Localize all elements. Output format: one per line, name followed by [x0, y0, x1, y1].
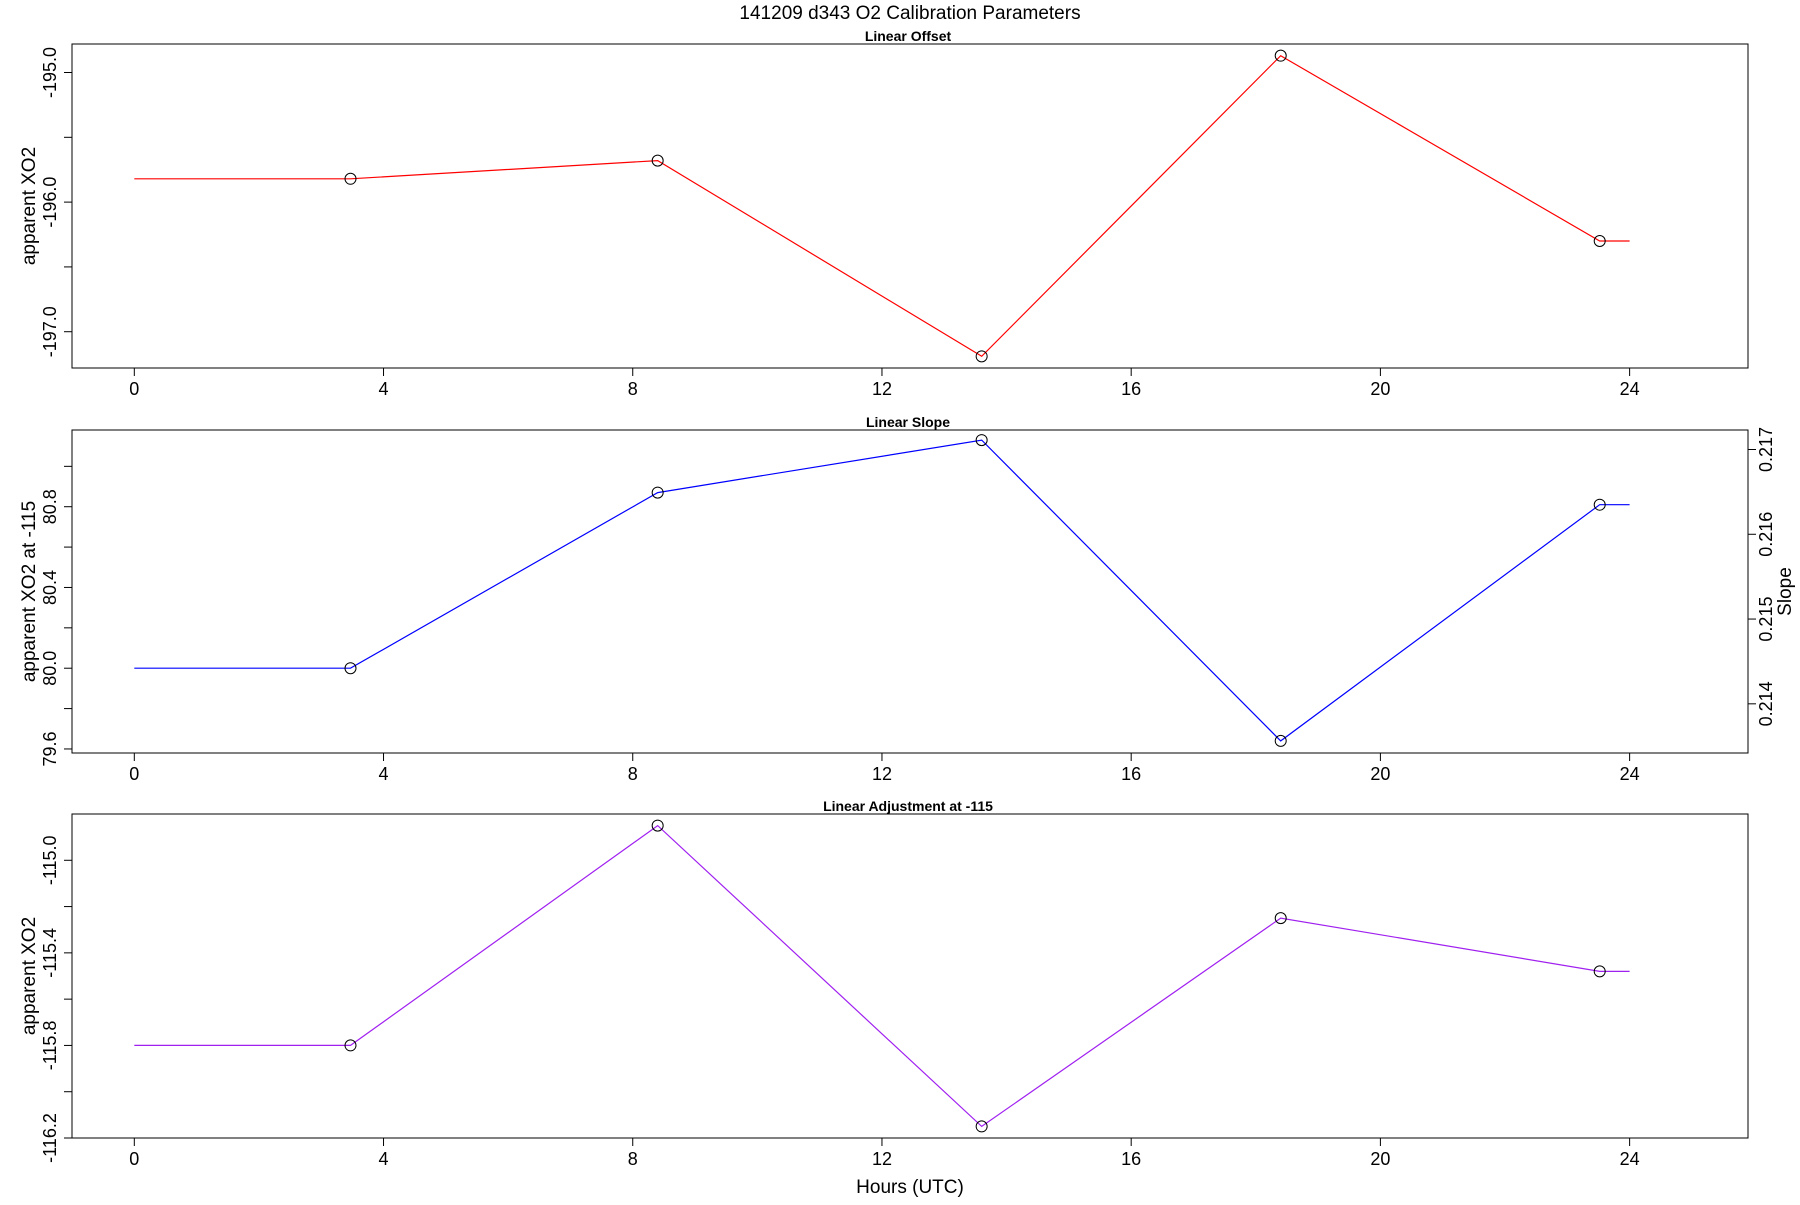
- linear-offset-x-tick-label: 0: [129, 379, 139, 399]
- linear-slope-x-tick-label: 20: [1370, 764, 1390, 784]
- linear-adjustment-at-115-x-tick-label: 20: [1370, 1149, 1390, 1169]
- linear-slope-y-tick-label: 80.4: [40, 570, 60, 605]
- linear-offset-data-point: [651, 154, 664, 167]
- linear-slope-title: Linear Slope: [866, 414, 950, 430]
- linear-slope-x-tick-label: 8: [628, 764, 638, 784]
- linear-offset-title: Linear Offset: [865, 28, 952, 44]
- panel-linear-offset: Linear Offset 0 4 8 12 16 20 24 -197.0 -196.0 -195…: [19, 28, 1749, 399]
- linear-slope-y-axis-label: apparent XO2 at -115: [19, 501, 40, 682]
- panel-linear-adjustment-at-115: Linear Adjustment at -115 0 4 8 12 16 20 24 -116…: [19, 798, 1749, 1169]
- linear-adjustment-at-115-y-tick-label: -115.4: [40, 928, 60, 978]
- linear-slope-series-line: [134, 439, 1630, 742]
- linear-adjustment-at-115-x-tick-label: 12: [872, 1149, 892, 1169]
- linear-slope-plot-frame: [71, 429, 1749, 754]
- linear-slope-data-point: [975, 434, 988, 447]
- linear-offset-x-tick-label: 20: [1370, 379, 1390, 399]
- linear-slope-x-tick-label: 24: [1620, 764, 1640, 784]
- linear-adjustment-at-115-title: Linear Adjustment at -115: [823, 798, 993, 814]
- chart-panels: Linear Offset 0 4 8 12 16 20 24 -197.0 -196.0 -195…: [19, 28, 1796, 1169]
- linear-slope-data-point: [1593, 498, 1606, 511]
- linear-offset-x-tick-label: 16: [1121, 379, 1141, 399]
- linear-adjustment-at-115-y-tick-label: -115.0: [40, 835, 60, 885]
- linear-offset-data-point: [1593, 234, 1606, 247]
- linear-adjustment-at-115-data-point: [651, 819, 664, 832]
- linear-adjustment-at-115-y-tick-label: -115.8: [40, 1021, 60, 1071]
- linear-adjustment-at-115-data-point: [1593, 965, 1606, 978]
- linear-offset-data-point: [1274, 49, 1287, 62]
- linear-slope-right-tick-label: 0.217: [1756, 427, 1776, 472]
- linear-offset-y-axis-label: apparent XO2: [19, 147, 40, 265]
- linear-offset-x-tick-label: 12: [872, 379, 892, 399]
- linear-adjustment-at-115-x-tick-label: 24: [1620, 1149, 1640, 1169]
- linear-slope-x-tick-label: 12: [872, 764, 892, 784]
- linear-slope-data-point: [651, 486, 664, 499]
- linear-slope-x-tick-label: 16: [1121, 764, 1141, 784]
- linear-slope-right-tick-label: 0.215: [1756, 597, 1776, 642]
- linear-slope-x-tick-label: 0: [129, 764, 139, 784]
- linear-offset-y-tick-label: -197.0: [40, 306, 60, 357]
- linear-adjustment-at-115-x-tick-label: 16: [1121, 1149, 1141, 1169]
- linear-adjustment-at-115-series-line: [134, 824, 1630, 1128]
- linear-offset-data-point: [975, 350, 988, 363]
- linear-offset-y-tick-label: -196.0: [40, 177, 60, 228]
- linear-offset-series-line: [134, 54, 1630, 358]
- linear-adjustment-at-115-data-point: [344, 1039, 357, 1052]
- linear-slope-x-tick-label: 4: [379, 764, 389, 784]
- linear-slope-right-axis-label: Slope: [1775, 567, 1796, 616]
- linear-offset-data-point: [344, 172, 357, 185]
- linear-slope-y-tick-label: 80.0: [40, 651, 60, 686]
- linear-slope-y-tick-label: 80.8: [40, 489, 60, 524]
- linear-slope-y-tick-label: 79.6: [40, 731, 60, 766]
- linear-slope-right-tick-label: 0.216: [1756, 512, 1776, 557]
- linear-offset-x-tick-label: 8: [628, 379, 638, 399]
- linear-offset-y-tick-label: -195.0: [40, 47, 60, 98]
- linear-offset-plot-frame: [71, 43, 1749, 369]
- linear-adjustment-at-115-plot-frame: [71, 813, 1749, 1139]
- panel-linear-slope: Linear Slope 0 4 8 12 16 20 24 79.6 80.0 80.4 80.8a…: [19, 414, 1796, 784]
- linear-adjustment-at-115-data-point: [975, 1120, 988, 1133]
- linear-adjustment-at-115-data-point: [1274, 912, 1287, 925]
- linear-adjustment-at-115-x-tick-label: 0: [129, 1149, 139, 1169]
- linear-adjustment-at-115-x-tick-label: 8: [628, 1149, 638, 1169]
- linear-offset-x-tick-label: 4: [379, 379, 389, 399]
- figure-title: 141209 d343 O2 Calibration Parameters: [739, 3, 1080, 24]
- linear-adjustment-at-115-y-tick-label: -116.2: [40, 1113, 60, 1163]
- linear-slope-right-tick-label: 0.214: [1756, 681, 1776, 726]
- linear-slope-data-point: [344, 662, 357, 675]
- linear-slope-data-point: [1274, 734, 1287, 747]
- linear-offset-x-tick-label: 24: [1620, 379, 1640, 399]
- linear-adjustment-at-115-y-axis-label: apparent XO2: [19, 917, 40, 1035]
- x-axis-label: Hours (UTC): [856, 1177, 964, 1198]
- linear-adjustment-at-115-x-tick-label: 4: [379, 1149, 389, 1169]
